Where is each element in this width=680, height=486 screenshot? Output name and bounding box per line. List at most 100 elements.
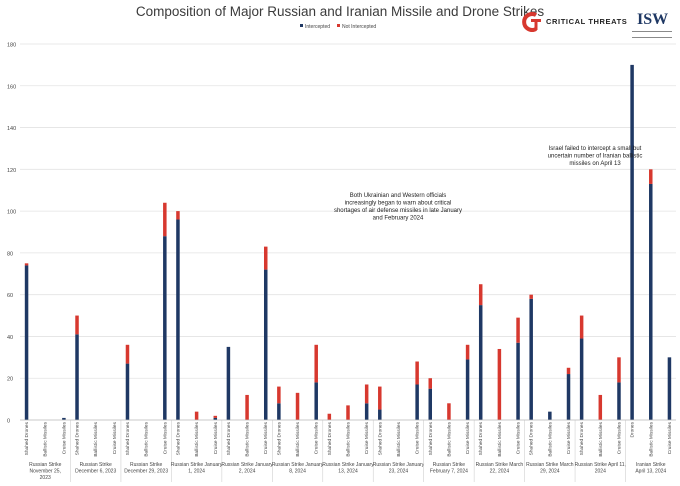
- y-tick-label: 60: [7, 293, 13, 299]
- bar-not-intercepted: [516, 317, 520, 343]
- bar-category-label: Cruise Missiles: [263, 421, 269, 454]
- bar-category-label: Ballistic Missiles: [396, 421, 402, 456]
- bar-not-intercepted: [566, 367, 571, 375]
- bar-not-intercepted: [277, 386, 281, 404]
- isw-rule-icon: [632, 31, 672, 38]
- bar-category-label: Ballistic Missiles: [245, 421, 251, 456]
- bar-category-label: Shahed Drones: [579, 421, 585, 455]
- group-label: Russian Strike: [433, 462, 465, 468]
- bar-category-label: Cruise Missiles: [112, 421, 118, 454]
- legend-swatch: [300, 24, 303, 27]
- bar-intercepted: [75, 334, 79, 420]
- bar-category-label: Shahed Drones: [276, 421, 282, 455]
- bar-not-intercepted: [263, 246, 268, 270]
- bar-not-intercepted: [314, 344, 318, 383]
- group-label: 2, 2024: [239, 469, 256, 475]
- bar-category-label: Ballistic Missiles: [194, 421, 200, 456]
- bar-category-label: Cruise Missiles: [516, 421, 522, 454]
- legend-label: Intercepted: [305, 24, 330, 30]
- isw-logo: ISW: [630, 10, 672, 40]
- bar-category-label: Ballistic Missiles: [598, 421, 604, 456]
- y-tick-label: 120: [7, 168, 16, 174]
- bar-intercepted: [263, 269, 268, 420]
- group-label: 8, 2024: [289, 469, 306, 475]
- group-label: Russian Strike March: [476, 462, 524, 468]
- isw-wordmark: ISW: [637, 11, 669, 28]
- bar-category-label: Shahed Drones: [529, 421, 535, 455]
- group-label: Russian Strike January: [322, 462, 374, 468]
- bar-category-label: Ballistic Missiles: [346, 421, 352, 456]
- group-label: Iranian Strike: [636, 462, 666, 468]
- annotation-text: missiles on April 13: [569, 161, 621, 167]
- bar-intercepted: [529, 298, 533, 420]
- bar-intercepted: [277, 403, 281, 420]
- bar-intercepted: [579, 338, 584, 420]
- bar-category-label: Drones: [630, 421, 636, 437]
- bar-not-intercepted: [327, 413, 332, 420]
- group-label: Russian Strike January: [171, 462, 223, 468]
- bar-intercepted: [176, 219, 180, 420]
- bar-category-label: Shahed Drones: [125, 421, 131, 455]
- y-tick-label: 180: [7, 43, 16, 49]
- bar-category-label: Ballistic Missiles: [648, 421, 654, 456]
- y-tick-label: 100: [7, 210, 16, 216]
- bar-not-intercepted: [176, 211, 180, 220]
- bar-category-label: Cruise Missiles: [314, 421, 320, 454]
- critical-threats-wordmark: CRITICAL THREATS: [546, 17, 628, 26]
- bar-category-label: Cruise Missiles: [465, 421, 471, 454]
- legend-label: Not Intercepted: [342, 24, 376, 30]
- bar-category-label: Ballistic Missiles: [547, 421, 553, 456]
- group-label: 23, 2024: [389, 469, 409, 475]
- bar-not-intercepted: [447, 403, 451, 420]
- annotation-text: Both Ukrainian and Western officials: [350, 193, 447, 199]
- group-label: 29, 2024: [540, 469, 560, 475]
- group-label: November 25,: [30, 469, 61, 475]
- legend-swatch: [337, 24, 340, 27]
- bar-not-intercepted: [125, 344, 130, 364]
- bar-category-label: Ballistic Missiles: [93, 421, 99, 456]
- bar-category-label: Cruise Missiles: [61, 421, 67, 454]
- bar-intercepted: [213, 417, 218, 420]
- bar-intercepted: [630, 64, 634, 420]
- bar-category-label: Shahed Drones: [175, 421, 181, 455]
- group-label: 2024: [595, 469, 606, 475]
- group-label: Russian Strike April 11,: [575, 462, 626, 468]
- bar-intercepted: [649, 183, 653, 420]
- group-label: 22, 2024: [490, 469, 510, 475]
- bar-not-intercepted: [213, 415, 218, 418]
- bar-category-label: Ballistic Missiles: [43, 421, 49, 456]
- bar-intercepted: [617, 382, 621, 420]
- bar-not-intercepted: [465, 344, 470, 360]
- bar-not-intercepted: [75, 315, 79, 335]
- bar-intercepted: [378, 409, 382, 420]
- bar-category-label: Shahed Drones: [327, 421, 333, 455]
- y-tick-label: 0: [7, 419, 10, 425]
- group-label: Russian Strike: [130, 462, 162, 468]
- bar-intercepted: [566, 374, 571, 420]
- bar-intercepted: [428, 388, 433, 420]
- group-label: Russian Strike: [80, 462, 112, 468]
- bar-intercepted: [62, 417, 66, 420]
- bar-category-label: Shahed Drones: [478, 421, 484, 455]
- bar-category-label: Ballistic Missiles: [144, 421, 150, 456]
- bar-intercepted: [364, 403, 369, 420]
- bar-not-intercepted: [245, 394, 249, 420]
- group-label: December 29, 2023: [124, 469, 168, 475]
- critical-threats-mark-icon: [522, 12, 541, 32]
- bar-not-intercepted: [478, 284, 483, 306]
- bar-not-intercepted: [295, 392, 300, 420]
- group-label: 1, 2024: [188, 469, 205, 475]
- bar-not-intercepted: [194, 411, 199, 420]
- group-label: Russian Strike March: [526, 462, 574, 468]
- y-tick-label: 140: [7, 126, 16, 132]
- bar-intercepted: [415, 384, 419, 420]
- bar-category-label: Shahed Drones: [24, 421, 30, 455]
- annotation-text: uncertain number of Iranian ballistic: [548, 154, 643, 160]
- critical-threats-logo: CRITICAL THREATS: [522, 12, 627, 32]
- bar-category-label: Shahed Drones: [75, 421, 81, 455]
- chart-title: Composition of Major Russian and Iranian…: [135, 4, 545, 19]
- bar-intercepted: [478, 305, 483, 420]
- bar-intercepted: [163, 236, 167, 420]
- bar-not-intercepted: [163, 202, 167, 237]
- y-tick-label: 160: [7, 84, 16, 90]
